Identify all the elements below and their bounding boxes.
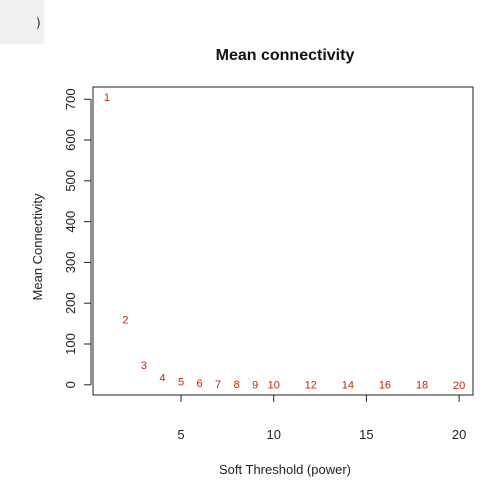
data-point-label: 4 <box>159 372 165 384</box>
data-point-label: 7 <box>215 379 221 391</box>
y-tick-label: 400 <box>63 211 78 233</box>
y-axis-title: Mean Connectivity <box>30 193 45 300</box>
data-point-label: 5 <box>178 377 184 389</box>
data-point-label: 16 <box>379 380 391 392</box>
x-axis-title: Soft Threshold (power) <box>219 462 351 477</box>
x-tick-label: 15 <box>359 427 373 442</box>
y-axis: 0 100 200 300 400 500 600 700 <box>63 88 92 388</box>
y-tick-label: 200 <box>63 292 78 314</box>
data-point-label: 20 <box>453 380 465 392</box>
data-point-label: 1 <box>104 92 110 104</box>
x-axis: 5 10 15 20 <box>177 394 466 442</box>
y-tick-label: 0 <box>63 381 78 388</box>
x-tick-label: 10 <box>266 427 280 442</box>
window-corner: ) <box>0 0 44 44</box>
data-point-label: 12 <box>305 380 317 392</box>
data-point-label: 6 <box>197 378 203 390</box>
corner-glyph: ) <box>36 16 41 30</box>
y-tick-label: 500 <box>63 170 78 192</box>
x-tick-label: 5 <box>177 427 184 442</box>
x-tick-label: 20 <box>452 427 466 442</box>
data-point-label: 18 <box>416 380 428 392</box>
y-tick-label: 700 <box>63 88 78 110</box>
y-tick-label: 100 <box>63 333 78 355</box>
data-point-label: 9 <box>252 379 258 391</box>
data-point-label: 2 <box>122 315 128 327</box>
y-tick-label: 300 <box>63 252 78 274</box>
data-point-label: 3 <box>141 360 147 372</box>
data-point-label: 8 <box>234 379 240 391</box>
chart-title: Mean connectivity <box>216 47 355 64</box>
data-point-label: 14 <box>342 380 354 392</box>
data-point-label: 10 <box>268 379 280 391</box>
plot-frame <box>92 86 474 396</box>
y-tick-label: 600 <box>63 129 78 151</box>
